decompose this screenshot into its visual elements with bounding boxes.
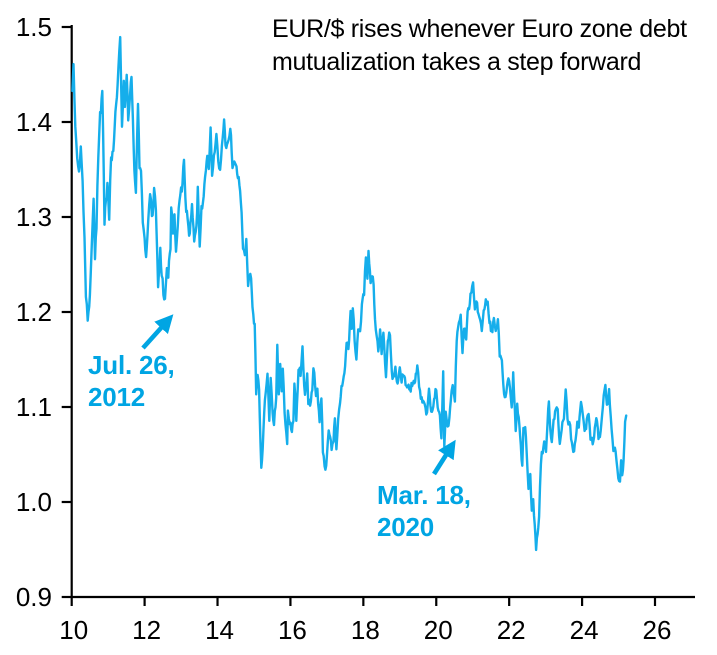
chart-title: EUR/$ rises whenever Euro zone debt mutu… — [272, 15, 687, 76]
x-tick-label: 18 — [351, 615, 380, 645]
x-tick-label: 20 — [424, 615, 453, 645]
y-tick-label: 1.1 — [16, 392, 52, 422]
x-tick-label: 16 — [278, 615, 307, 645]
y-tick-label: 1.3 — [16, 202, 52, 232]
y-tick-label: 1.4 — [16, 107, 52, 137]
annotation-arrow-1 — [432, 439, 456, 476]
x-tick-label: 10 — [59, 615, 88, 645]
y-tick-label: 0.9 — [16, 582, 52, 612]
y-tick-label: 1.5 — [16, 12, 52, 42]
x-tick-label: 14 — [205, 615, 234, 645]
y-tick-label: 1.0 — [16, 487, 52, 517]
x-tick-label: 24 — [570, 615, 599, 645]
annotation-mar-18-2020: Mar. 18, 2020 — [377, 480, 471, 542]
x-tick-label: 22 — [497, 615, 526, 645]
annotation-jul-26-2012: Jul. 26, 2012 — [88, 350, 175, 412]
y-tick-label: 1.2 — [16, 297, 52, 327]
eur-usd-series-line — [71, 35, 628, 552]
x-tick-label: 26 — [643, 615, 672, 645]
x-tick-label: 12 — [132, 615, 161, 645]
annotation-arrow-0 — [141, 314, 174, 350]
